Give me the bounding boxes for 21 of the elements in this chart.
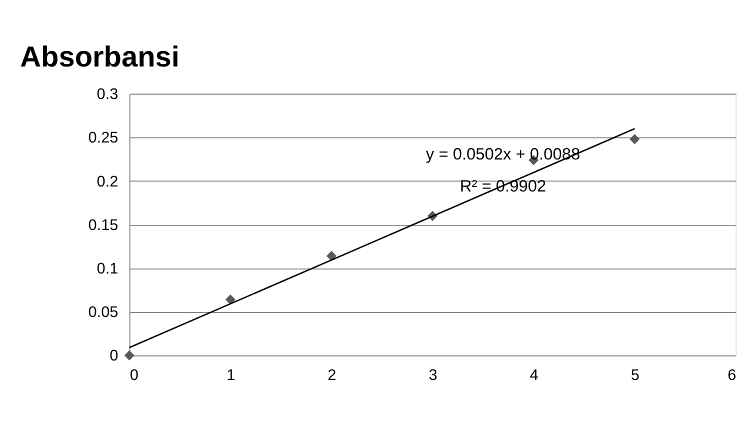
annotation: y = 0.0502x + 0.0088	[426, 145, 580, 164]
x-tick-label: 6	[728, 367, 736, 384]
y-tick-label: 0.1	[96, 260, 118, 278]
chart-title: Absorbansi	[20, 42, 180, 74]
x-tick-label: 1	[226, 367, 236, 384]
point	[326, 250, 337, 262]
y-tick-label: 0.05	[88, 304, 118, 322]
annotation: R² = 0.9902	[460, 177, 546, 196]
x-tick-label: 0	[130, 367, 138, 384]
y-tick-label: 0.15	[88, 216, 118, 234]
y-tick-label: 0.2	[96, 173, 118, 190]
x-tick-label: 2	[328, 367, 336, 384]
x-tick-label: 5	[630, 367, 640, 384]
x-tick-label: 3	[428, 367, 438, 384]
y-tick-label: 0	[110, 348, 118, 365]
x-tick-label: 4	[530, 367, 539, 384]
y-tick-label: 0.25	[88, 130, 118, 147]
point	[225, 294, 236, 305]
point	[630, 134, 640, 144]
y-tick-label: 0.3	[96, 86, 118, 104]
point	[124, 350, 134, 360]
